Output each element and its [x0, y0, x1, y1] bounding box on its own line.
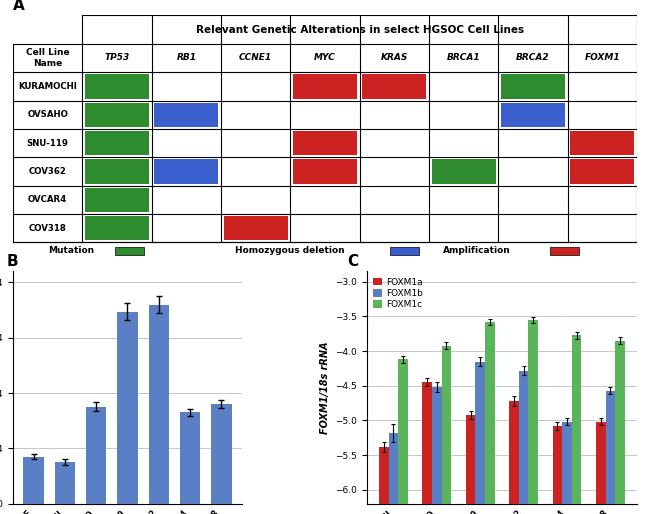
Bar	[485, 322, 495, 504]
Bar	[293, 159, 357, 183]
Bar	[390, 247, 419, 255]
Bar	[115, 247, 144, 255]
Bar	[571, 131, 634, 155]
Text: FOXM1: FOXM1	[584, 53, 620, 63]
Text: SNU-119: SNU-119	[27, 139, 69, 148]
Bar	[606, 391, 615, 504]
Bar	[85, 188, 149, 212]
Bar	[211, 404, 231, 504]
Bar	[85, 216, 149, 241]
Text: BRCA1: BRCA1	[447, 53, 480, 63]
Bar	[509, 401, 519, 504]
Text: Mutation: Mutation	[47, 246, 94, 255]
Bar	[389, 433, 398, 504]
Bar	[519, 371, 528, 504]
Text: KURAMOCHI: KURAMOCHI	[18, 82, 77, 91]
Text: Relevant Genetic Alterations in select HGSOC Cell Lines: Relevant Genetic Alterations in select H…	[196, 25, 524, 34]
Bar	[155, 102, 218, 127]
Bar	[180, 412, 200, 504]
Bar	[432, 159, 495, 183]
Bar	[85, 74, 149, 99]
Bar	[23, 457, 44, 504]
Bar	[596, 422, 606, 504]
Bar	[501, 74, 565, 99]
Text: Homozygous deletion: Homozygous deletion	[235, 246, 344, 255]
Bar	[149, 304, 169, 504]
Bar	[363, 74, 426, 99]
Text: C: C	[347, 254, 358, 269]
Bar	[475, 361, 485, 504]
Bar	[552, 426, 562, 504]
Bar	[55, 462, 75, 504]
Bar	[615, 341, 625, 504]
Legend: FOXM1a, FOXM1b, FOXM1c: FOXM1a, FOXM1b, FOXM1c	[371, 276, 424, 311]
Bar	[85, 102, 149, 127]
Bar	[466, 415, 475, 504]
Text: COV362: COV362	[29, 167, 66, 176]
Bar	[432, 387, 441, 504]
Bar	[528, 320, 538, 504]
Text: BRCA2: BRCA2	[516, 53, 550, 63]
Text: COV318: COV318	[29, 224, 66, 233]
Bar	[85, 131, 149, 155]
Bar	[398, 359, 408, 504]
Bar	[572, 335, 581, 504]
Text: B: B	[6, 254, 18, 269]
Bar	[562, 422, 572, 504]
Bar	[155, 159, 218, 183]
Text: OVCAR4: OVCAR4	[28, 195, 68, 205]
Text: Amplification: Amplification	[443, 246, 511, 255]
Bar	[117, 311, 138, 504]
Text: MYC: MYC	[314, 53, 336, 63]
Bar	[85, 159, 149, 183]
Text: TP53: TP53	[105, 53, 129, 63]
Bar	[501, 102, 565, 127]
Bar	[571, 159, 634, 183]
Text: Cell Line
Name: Cell Line Name	[26, 48, 70, 68]
Bar	[293, 131, 357, 155]
Y-axis label: FOXM1/18s rRNA: FOXM1/18s rRNA	[320, 341, 330, 434]
Text: A: A	[13, 0, 25, 13]
Bar	[86, 407, 107, 504]
Bar	[293, 74, 357, 99]
Bar	[550, 247, 579, 255]
Bar	[422, 382, 432, 504]
Text: RB1: RB1	[176, 53, 196, 63]
Text: KRAS: KRAS	[381, 53, 408, 63]
Text: CCNE1: CCNE1	[239, 53, 272, 63]
Bar	[224, 216, 287, 241]
Bar	[441, 345, 451, 504]
Bar	[379, 447, 389, 504]
Text: OVSAHO: OVSAHO	[27, 110, 68, 119]
